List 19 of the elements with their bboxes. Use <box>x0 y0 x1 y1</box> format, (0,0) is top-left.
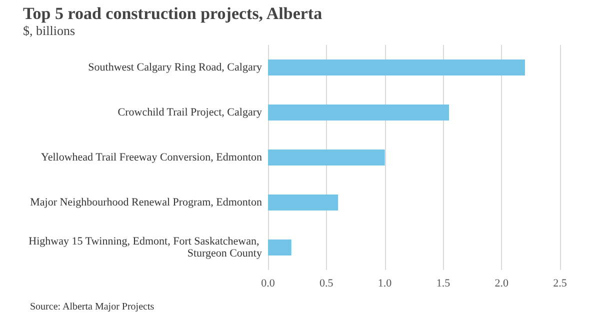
x-tick-label: 1.0 <box>378 278 392 290</box>
text: $, billions <box>23 23 76 38</box>
x-tick-label: 2.5 <box>553 278 568 290</box>
bar <box>268 194 338 210</box>
bar <box>268 60 525 76</box>
y-tick-label: Yellowhead Trail Freeway Conversion, Edmonton <box>40 152 262 164</box>
x-tick-label: 0.5 <box>320 278 334 290</box>
y-tick-label: Crowchild Trail Project, Calgary <box>118 106 262 118</box>
y-tick-label: Southwest Calgary Ring Road, Calgary <box>88 62 262 74</box>
chart-title: Top 5 road construction projects, Alberta <box>23 4 323 23</box>
y-tick-label: Major Neighbourhood Renewal Program, Edmonton <box>30 196 262 208</box>
source-note: Source: Alberta Major Projects <box>30 302 154 312</box>
x-tick-label: 0.0 <box>261 278 276 290</box>
x-tick-label: 2.0 <box>494 278 509 290</box>
y-tick-label: Highway 15 Twinning, Edmont, Fort Saskatchewan, Sturgeon County <box>28 236 262 260</box>
bar <box>268 240 292 256</box>
x-tick-label: 1.5 <box>436 278 451 290</box>
bar <box>268 104 450 120</box>
bar <box>268 150 385 166</box>
